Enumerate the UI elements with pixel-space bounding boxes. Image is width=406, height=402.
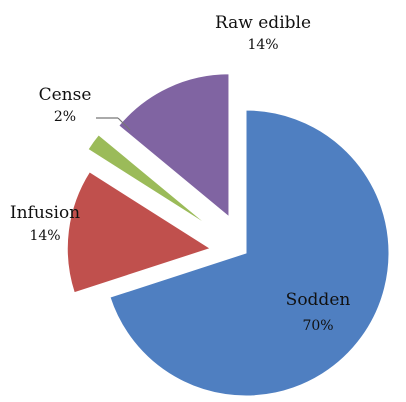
slice-value-raw-edible: 14% [247, 37, 278, 53]
slice-label-raw-edible: Raw edible [215, 13, 311, 33]
slice-value-cense: 2% [54, 109, 76, 125]
slice-raw-edible [118, 73, 230, 218]
slice-cense [87, 134, 210, 227]
slice-value-infusion: 14% [29, 228, 60, 244]
slice-sodden [109, 109, 390, 397]
slice-label-cense: Cense [39, 85, 92, 105]
slice-label-infusion: Infusion [10, 203, 80, 223]
slice-label-sodden: Sodden [286, 290, 351, 310]
cense-leader-line-2 [117, 117, 131, 131]
pie-slices [66, 73, 390, 397]
slice-value-sodden: 70% [302, 318, 333, 334]
slice-infusion [66, 171, 212, 294]
